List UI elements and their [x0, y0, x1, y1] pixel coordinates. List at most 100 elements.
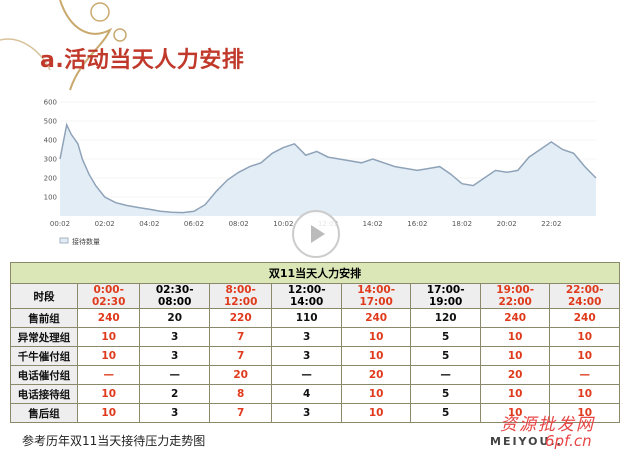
page-title: a.活动当天人力安排 — [40, 48, 245, 73]
table-cell: 20 — [340, 365, 412, 385]
table-cell: 5 — [410, 384, 481, 404]
column-header: 02:30-08:00 — [139, 283, 210, 309]
table-cell: 3 — [139, 346, 210, 366]
table-cell: 10 — [479, 384, 551, 404]
y-tick-label: 400 — [44, 137, 57, 145]
y-tick-label: 600 — [44, 99, 57, 107]
table-cell: 110 — [271, 308, 342, 328]
table-cell: 240 — [340, 308, 412, 328]
table-cell: 10 — [340, 346, 412, 366]
table-row: 电话接待组 10 2 8 4 10 5 10 10 — [10, 384, 620, 404]
decorative-flourish — [0, 0, 127, 91]
staffing-table: 双11当天人力安排 时段 0:00-02:30 02:30-08:00 8:00-1… — [10, 262, 620, 423]
table-cell: 10 — [549, 346, 620, 366]
table-cell: 10 — [340, 327, 412, 347]
table-cell: — — [76, 365, 141, 385]
table-cell: 2 — [139, 384, 210, 404]
y-tick-label: 500 — [44, 118, 57, 126]
table-cell: — — [271, 365, 342, 385]
x-tick-label: 16:02 — [407, 220, 427, 228]
y-tick-label: 300 — [44, 156, 57, 164]
watermark-url: 6pf.cn — [545, 432, 592, 450]
table-cell: 240 — [76, 308, 141, 328]
table-row: 售前组 240 20 220 110 240 120 240 240 — [10, 308, 620, 328]
column-header: 0:00-02:30 — [76, 283, 141, 309]
table-cell: 4 — [271, 384, 342, 404]
footer-caption: 参考历年双11当天接待压力走势图 — [22, 434, 206, 448]
table-cell: — — [139, 365, 210, 385]
table-cell: 10 — [479, 327, 551, 347]
x-tick-label: 00:02 — [50, 220, 70, 228]
table-row: 千牛催付组 10 3 7 3 10 5 10 10 — [10, 346, 620, 366]
x-tick-label: 10:02 — [273, 220, 293, 228]
table-cell: 8 — [208, 384, 273, 404]
workload-chart: 100 200 300 400 500 600 00:02 02:02 04:02 06:02 0… — [44, 99, 597, 246]
table-row: 异常处理组 10 3 7 3 10 5 10 10 — [10, 327, 620, 347]
table-cell: 10 — [76, 346, 141, 366]
x-tick-label: 18:02 — [452, 220, 472, 228]
row-label: 电话催付组 — [10, 365, 78, 385]
header-label: 时段 — [10, 283, 78, 309]
x-tick-label: 20:02 — [497, 220, 517, 228]
watermark-text: 资源批发网 — [500, 415, 595, 435]
staffing-table-container: 双11当天人力安排 时段 0:00-02:30 02:30-08:00 8:00-1… — [10, 262, 620, 423]
table-cell: 10 — [340, 384, 412, 404]
table-cell: 7 — [208, 346, 273, 366]
y-tick-label: 200 — [44, 175, 57, 183]
x-tick-label: 06:02 — [184, 220, 204, 228]
table-cell: 20 — [139, 308, 210, 328]
column-header: 12:00-14:00 — [271, 283, 342, 309]
table-cell: 5 — [410, 327, 481, 347]
table-row: 电话催付组 — —20—20—20— — [10, 365, 620, 385]
chart-legend-label: 接待数量 — [72, 237, 100, 246]
x-tick-label: 04:02 — [139, 220, 159, 228]
table-cell: 3 — [271, 403, 342, 423]
table-caption: 双11当天人力安排 — [10, 262, 620, 284]
table-cell: 10 — [479, 346, 551, 366]
table-cell: 3 — [271, 327, 342, 347]
row-label: 电话接待组 — [10, 384, 78, 404]
table-cell: 240 — [549, 308, 620, 328]
chart-series-line — [59, 122, 597, 214]
table-cell: 20 — [208, 365, 273, 385]
column-header: 22:00-24:00 — [549, 283, 620, 309]
table-cell: 10 — [76, 384, 141, 404]
row-label: 千牛催付组 — [10, 346, 78, 366]
y-tick-label: 100 — [44, 194, 57, 202]
table-cell: 10 — [340, 403, 412, 423]
table-cell: 5 — [410, 346, 481, 366]
table-cell: — — [410, 365, 481, 385]
row-label: 异常处理组 — [10, 327, 78, 347]
row-label: 售前组 — [10, 308, 78, 328]
y-tick-labels: 100 200 300 400 500 600 — [44, 99, 57, 202]
table-cell: 7 — [208, 327, 273, 347]
table-cell: 120 — [410, 308, 481, 328]
play-icon — [311, 225, 325, 243]
column-header: 19:00-22:00 — [479, 283, 551, 309]
chart-area-fill — [60, 124, 596, 216]
table-cell: 10 — [549, 403, 620, 423]
row-label: 售后组 — [10, 403, 78, 423]
x-tick-label: 14:02 — [363, 220, 383, 228]
video-play-button[interactable] — [292, 210, 340, 258]
table-cell: 10 — [549, 327, 620, 347]
brand-logo: MEIYOU.. — [490, 435, 563, 448]
table-cell: 10 — [76, 403, 141, 423]
table-cell: 220 — [208, 308, 273, 328]
table-row: 售后组 10 3 7 3 10 5 10 10 — [10, 403, 620, 423]
x-tick-label: 02:02 — [95, 220, 115, 228]
column-header: 14:00-17:00 — [340, 283, 412, 309]
table-cell: 10 — [549, 384, 620, 404]
table-cell: — — [549, 365, 620, 385]
table-cell: 10 — [76, 327, 141, 347]
x-tick-label: 22:02 — [541, 220, 561, 228]
table-cell: 3 — [139, 327, 210, 347]
table-cell: 5 — [410, 403, 481, 423]
table-cell: 3 — [139, 403, 210, 423]
table-cell: 20 — [479, 365, 551, 385]
column-header: 17:00-19:00 — [410, 283, 481, 309]
table-cell: 240 — [479, 308, 551, 328]
table-cell: 3 — [271, 346, 342, 366]
x-tick-label: 08:02 — [229, 220, 249, 228]
table-cell: 7 — [208, 403, 273, 423]
